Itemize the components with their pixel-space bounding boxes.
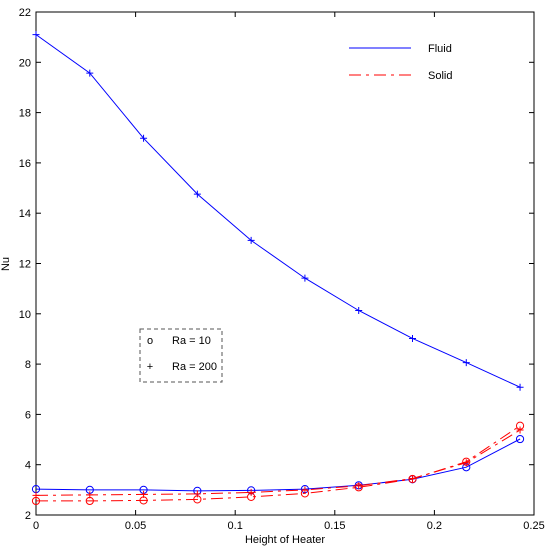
y-tick-label: 6	[25, 409, 31, 421]
x-tick-label: 0.1	[228, 520, 243, 532]
data-point-fluid-ra200	[462, 359, 470, 367]
marker-legend-symbol-plus: +	[147, 361, 153, 373]
y-tick-label: 18	[19, 108, 31, 120]
y-axis-ticks: 2 4 6 8 10 12 14 16 18 20 22	[19, 7, 534, 522]
plot-area	[35, 11, 535, 516]
x-tick-label: 0.25	[523, 520, 544, 532]
data-point-solid-ra200	[247, 488, 255, 496]
data-point-fluid-ra200	[193, 190, 201, 198]
y-tick-label: 4	[25, 460, 31, 472]
data-point-solid-ra200	[408, 475, 416, 483]
marker-legend-symbol-circle: o	[147, 335, 153, 347]
marker-legend-label-ra10: Ra = 10	[172, 335, 211, 347]
data-point-fluid-ra200	[516, 383, 524, 391]
series-line-fluid-ra200	[35, 34, 521, 388]
data-point-fluid-ra200	[247, 236, 255, 244]
marker-legend-label-ra200: Ra = 200	[172, 361, 217, 373]
y-tick-label: 2	[25, 510, 31, 522]
data-point-solid-ra200	[301, 486, 309, 494]
data-point-fluid-ra200	[140, 134, 148, 142]
data-point-fluid-ra10	[515, 434, 525, 444]
y-tick-label: 8	[25, 359, 31, 371]
x-axis-ticks: 0 0.05 0.1 0.15 0.2 0.25	[33, 12, 545, 532]
data-point-fluid-ra200	[32, 31, 40, 39]
legend-fluid-label: Fluid	[428, 43, 452, 55]
data-point-solid-ra200	[32, 491, 40, 499]
marker-legend: o Ra = 10 + Ra = 200	[139, 328, 223, 383]
y-axis-label: Nu	[0, 257, 12, 271]
y-tick-label: 20	[19, 57, 31, 69]
data-point-fluid-ra200	[86, 69, 94, 77]
legend-solid-label: Solid	[428, 70, 452, 82]
line-style-legend: Fluid Solid	[349, 43, 452, 82]
x-tick-label: 0.05	[125, 520, 146, 532]
series-layer	[31, 31, 525, 506]
x-tick-label: 0.2	[427, 520, 442, 532]
data-point-solid-ra200	[140, 490, 148, 498]
data-point-fluid-ra200	[355, 307, 363, 315]
data-point-fluid-ra200	[301, 274, 309, 282]
series-line-solid-ra200	[35, 429, 521, 496]
y-tick-label: 22	[19, 7, 31, 19]
series-line-fluid-ra10	[35, 438, 521, 492]
marker-legend-box	[139, 328, 223, 383]
data-point-solid-ra200	[462, 459, 470, 467]
data-point-solid-ra200	[516, 426, 524, 434]
x-axis-label: Height of Heater	[245, 534, 325, 546]
x-tick-label: 0.15	[324, 520, 345, 532]
x-tick-label: 0	[33, 520, 39, 532]
data-point-solid-ra200	[355, 482, 363, 490]
data-point-fluid-ra200	[408, 334, 416, 342]
data-point-solid-ra200	[193, 490, 201, 498]
y-tick-label: 10	[19, 309, 31, 321]
data-point-solid-ra200	[86, 491, 94, 499]
y-tick-label: 16	[19, 158, 31, 170]
y-tick-label: 12	[19, 259, 31, 271]
y-tick-label: 14	[19, 208, 31, 220]
